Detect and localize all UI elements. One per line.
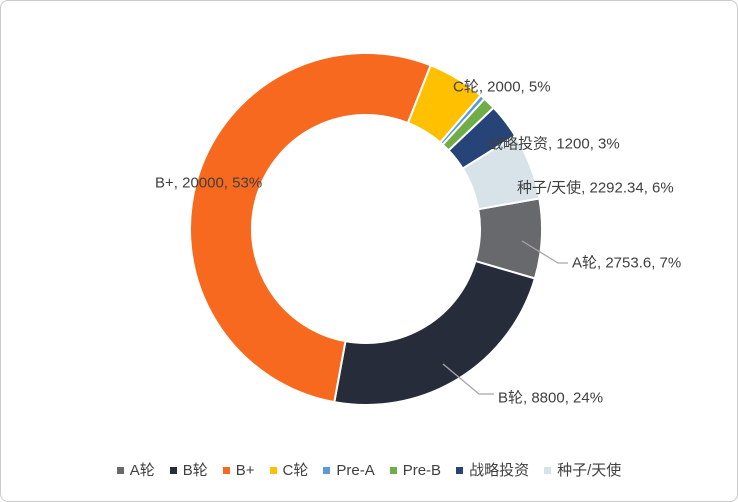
legend-marker-seed-angel (544, 466, 552, 474)
legend-item-b-plus: B+ (222, 461, 255, 479)
data-label-a-round: A轮, 2753.6, 7% (572, 254, 682, 272)
data-label-b-plus: B+, 20000, 53% (155, 174, 263, 192)
legend-item-a-round: A轮 (116, 461, 155, 479)
legend-item-seed-angel: 种子/天使 (544, 463, 621, 478)
pie-slice-B轮 (333, 259, 537, 406)
data-label-strategic: 战略投资, 1200, 3% (488, 135, 620, 153)
data-label-c-round: C轮, 2000, 5% (453, 78, 551, 96)
legend-item-pre-b: Pre-B (389, 461, 442, 479)
pie-slice-B+ (189, 51, 432, 404)
leader-line-b-round (442, 363, 494, 395)
legend-marker-b-round (169, 466, 177, 474)
legend-label-c-round: C轮 (282, 461, 309, 479)
legend-marker-b-plus (222, 466, 230, 474)
legend-item-pre-a: Pre-A (323, 461, 375, 479)
legend-item-b-round: B轮 (169, 461, 208, 479)
legend-item-c-round: C轮 (269, 461, 309, 479)
pie-slice-种子/天使 (461, 134, 541, 211)
legend-label-strategic: 战略投资 (469, 461, 530, 479)
legend-label-seed-angel: 种子/天使 (557, 461, 622, 479)
legend-label-a-round: A轮 (129, 461, 155, 479)
legend-label-pre-a: Pre-A (336, 461, 375, 479)
leader-line-a-round (521, 240, 568, 264)
legend-marker-strategic (456, 466, 464, 474)
legend-marker-a-round (116, 466, 124, 474)
legend-item-strategic: 战略投资 (456, 463, 529, 478)
legend-marker-pre-b (389, 466, 397, 474)
legend-label-b-plus: B+ (235, 461, 255, 479)
data-label-b-round: B轮, 8800, 24% (498, 389, 604, 407)
legend-label-pre-b: Pre-B (402, 461, 442, 479)
legend-marker-c-round (269, 466, 277, 474)
data-label-seed-angel: 种子/天使, 2292.34, 6% (517, 179, 674, 197)
chart-legend: A轮 B轮 B+ C轮 Pre-A Pre-B 战略投资 种子/天使 (1, 459, 737, 481)
legend-marker-pre-a (323, 466, 331, 474)
legend-label-b-round: B轮 (182, 461, 208, 479)
